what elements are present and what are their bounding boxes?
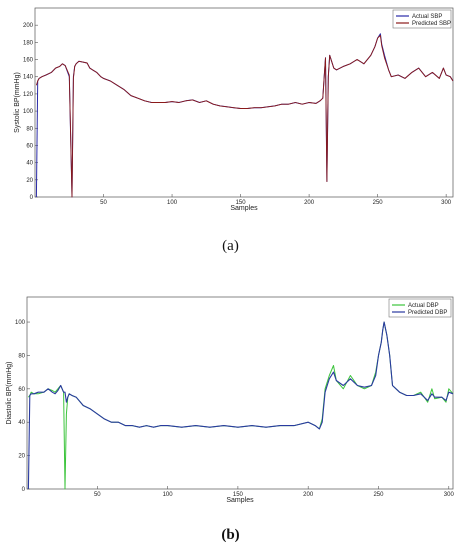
y-tick-label: 100 xyxy=(15,320,26,326)
legend-entry: Predicted SBP xyxy=(412,21,451,27)
y-axis-label: Diastolic BP(mmHg) xyxy=(6,361,13,424)
diastolic-chart: 0 20 40 60 80 100 50 100 150 200 250 300 Samples Dias… xyxy=(6,296,455,504)
y-tick-label: 20 xyxy=(26,178,33,184)
y-tick-label: 200 xyxy=(23,23,34,29)
x-tick-label: 250 xyxy=(373,492,384,498)
x-tick-label: 100 xyxy=(167,200,178,206)
x-axis-label: Samples xyxy=(226,497,254,504)
y-tick-label: 120 xyxy=(23,92,34,98)
y-tick-label: 0 xyxy=(30,195,34,201)
y-tick-label: 20 xyxy=(18,454,25,460)
y-tick-label: 80 xyxy=(18,353,25,359)
y-tick-label: 160 xyxy=(23,58,34,64)
y-tick-label: 60 xyxy=(18,387,25,393)
caption-a: (a) xyxy=(222,238,239,254)
y-tick-label: 80 xyxy=(26,126,33,132)
y-tick-label: 60 xyxy=(26,143,33,149)
x-tick-label: 50 xyxy=(100,200,107,206)
x-tick-label: 300 xyxy=(444,492,455,498)
y-tick-label: 100 xyxy=(23,109,34,115)
x-tick-label: 150 xyxy=(233,492,244,498)
plot-frame xyxy=(26,296,454,490)
caption-b: (b) xyxy=(221,527,240,543)
x-tick-label: 200 xyxy=(303,492,314,498)
legend-entry: Predicted DBP xyxy=(408,310,447,316)
legend-entry: Actual SBP xyxy=(412,14,442,20)
x-tick-label: 200 xyxy=(304,200,315,206)
series-line-predicted xyxy=(35,35,454,198)
y-tick-label: 180 xyxy=(23,40,34,46)
legend-entry: Actual DBP xyxy=(408,303,439,309)
x-tick-label: 250 xyxy=(373,200,384,206)
y-axis-label: Systolic BP(mmHg) xyxy=(14,72,21,133)
x-axis-label: Samples xyxy=(230,205,258,212)
series-line-predicted xyxy=(27,321,454,490)
x-tick-label: 100 xyxy=(163,492,174,498)
x-tick-label: 300 xyxy=(441,200,452,206)
systolic-chart: 0 20 40 60 80 100 120 140 160 180 200 50 100 150 200 25… xyxy=(14,7,454,212)
plot-frame xyxy=(34,7,454,198)
x-tick-label: 50 xyxy=(94,492,101,498)
y-tick-label: 140 xyxy=(23,75,34,81)
y-tick-label: 0 xyxy=(22,487,26,493)
x-tick-label: 150 xyxy=(236,200,247,206)
y-tick-label: 40 xyxy=(18,420,25,426)
y-tick-label: 40 xyxy=(26,161,33,167)
